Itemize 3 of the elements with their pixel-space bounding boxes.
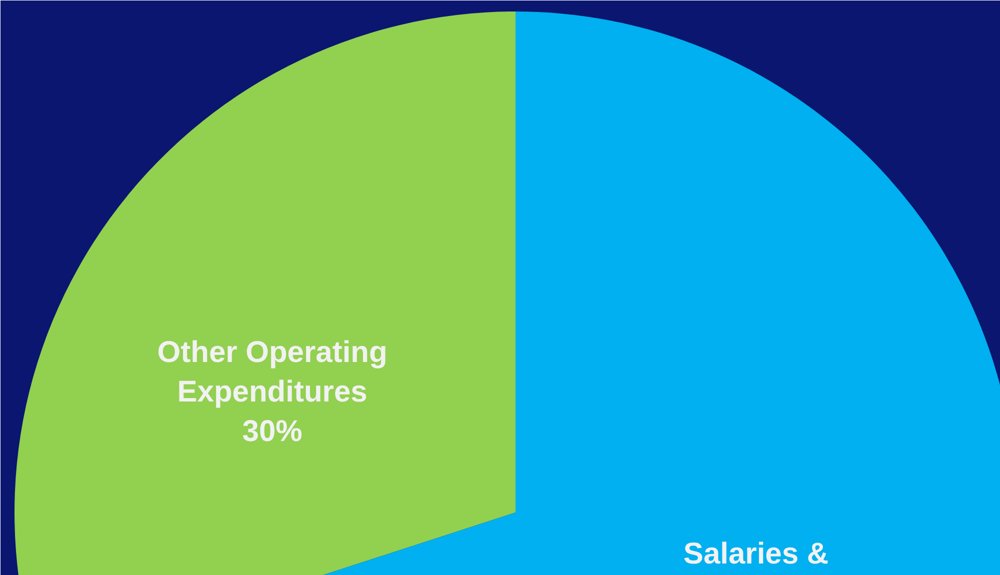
slice-label: Salaries & [683,538,829,570]
data-label: 30% [242,415,302,448]
slice-label: Other Operating Expenditures [157,336,388,408]
